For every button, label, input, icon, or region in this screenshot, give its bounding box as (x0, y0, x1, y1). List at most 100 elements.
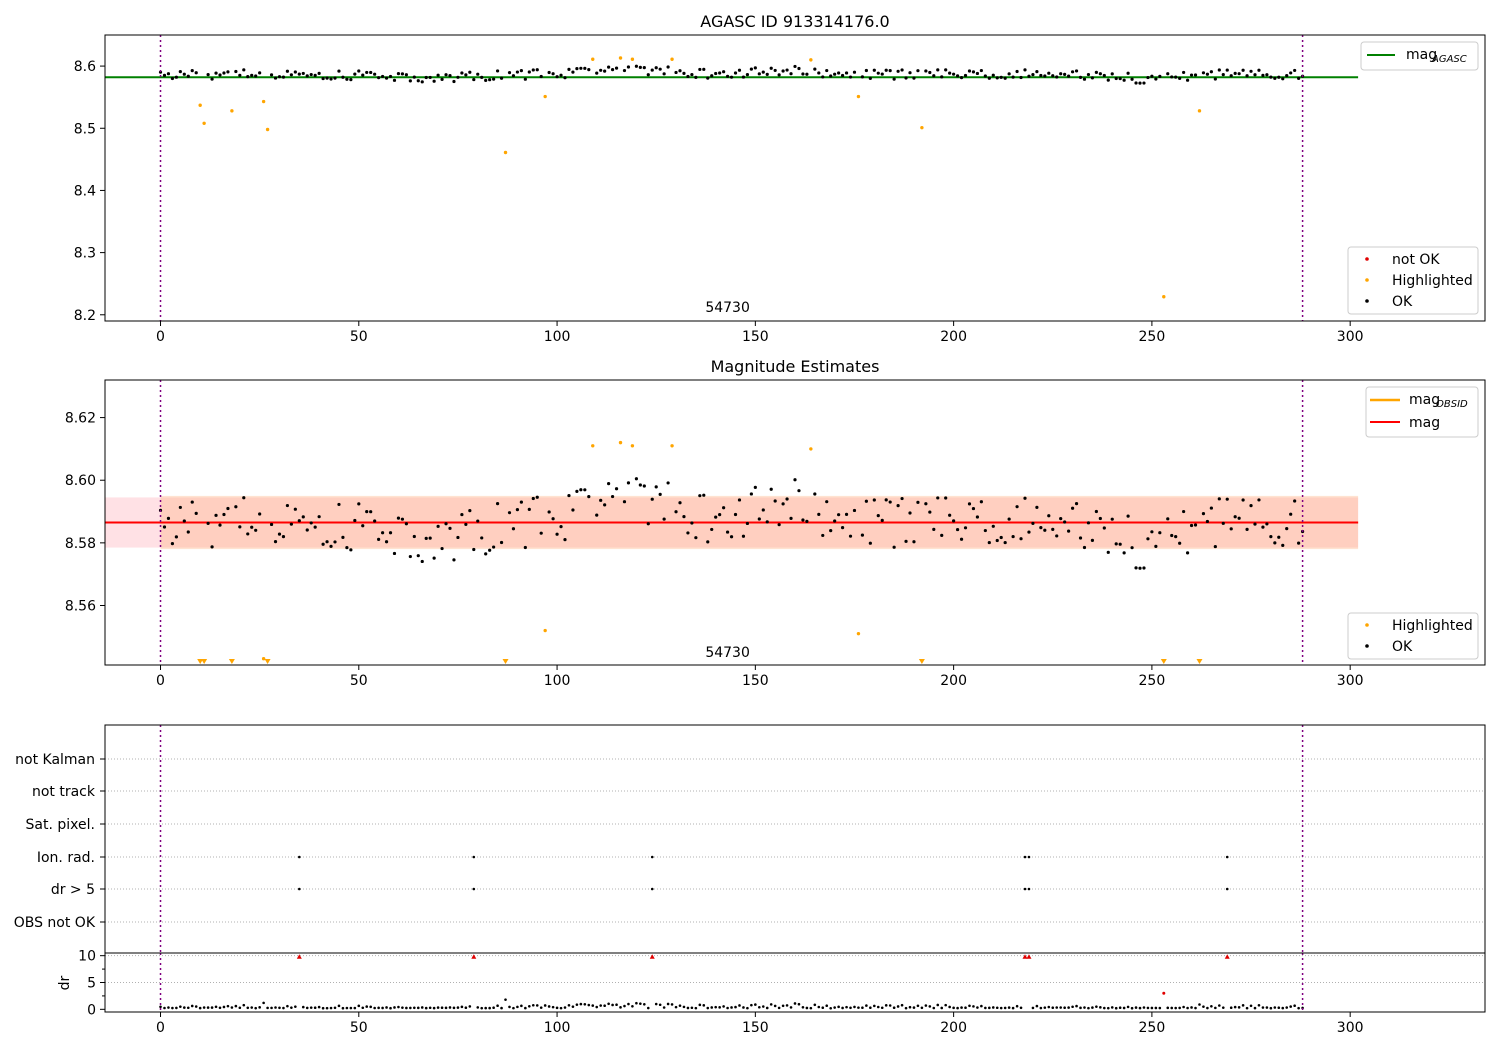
ok-point (908, 511, 912, 515)
ok-point (1146, 537, 1150, 541)
ok-point (686, 74, 690, 79)
ok-point (1047, 71, 1051, 75)
dr-point (183, 1006, 186, 1009)
dr-point (456, 1006, 460, 1009)
ok-point (226, 70, 230, 74)
ok-point (638, 65, 642, 70)
dr-point (690, 1006, 694, 1010)
dr-point (646, 1006, 650, 1010)
ok-point (392, 78, 397, 82)
flag-point (650, 887, 654, 891)
dr-point (706, 1006, 710, 1010)
ok-point (781, 69, 785, 73)
ok-point (1205, 519, 1210, 524)
ok-point (480, 536, 484, 540)
dr-point (1087, 1006, 1090, 1010)
dr-point (1249, 1004, 1253, 1008)
ok-point (813, 67, 817, 71)
dr-point (397, 1005, 400, 1009)
dr-point (1095, 1005, 1098, 1008)
ok-point (769, 487, 773, 491)
dr-point (539, 1006, 543, 1009)
dr-point (952, 1006, 955, 1010)
ok-point (1063, 520, 1067, 524)
dr-point (492, 1006, 495, 1010)
dr-point (702, 1004, 706, 1007)
dr-point (250, 1006, 254, 1009)
dr-point (531, 1003, 535, 1007)
dr-point (920, 1006, 924, 1010)
legend-label: OK (1392, 639, 1413, 655)
ok-point (166, 516, 171, 520)
ok-point (1102, 526, 1106, 530)
x-tick-label: 0 (156, 1020, 165, 1036)
ok-point (797, 66, 801, 71)
dr-highlighted-point (1162, 991, 1166, 995)
ok-point (242, 68, 246, 72)
ok-point (912, 540, 916, 544)
ok-point (1019, 537, 1023, 541)
ok-point (476, 519, 480, 523)
ok-point (337, 69, 341, 73)
dr-point (988, 1006, 991, 1010)
ok-point (428, 75, 432, 80)
ok-point (777, 73, 781, 77)
ok-point (321, 76, 325, 81)
ok-point (499, 540, 504, 545)
ok-point (1225, 68, 1229, 72)
ok-point (975, 515, 980, 519)
dr-point (928, 1005, 932, 1008)
ok-point (872, 498, 876, 502)
dr-point (984, 1006, 987, 1010)
ok-point (495, 69, 500, 73)
ok-point (1166, 72, 1170, 76)
flag-point (472, 855, 476, 859)
ok-point (404, 522, 408, 526)
ok-point (852, 70, 857, 74)
ok-point (317, 515, 321, 519)
dr-point (329, 1006, 333, 1010)
dr-point (520, 1004, 523, 1008)
ok-point (737, 498, 742, 502)
dr-point (746, 1006, 749, 1010)
dr-point (980, 1004, 983, 1008)
dr-point (722, 1005, 725, 1008)
ok-point (1209, 70, 1213, 74)
ok-point (250, 525, 254, 529)
ok-point (698, 494, 702, 498)
dr-point (1055, 1006, 1059, 1009)
ok-point (1074, 69, 1079, 73)
dr-point (424, 1006, 428, 1010)
ok-point (495, 502, 500, 506)
ok-point (301, 71, 305, 76)
dr-point (1190, 1006, 1193, 1009)
dr-point (420, 1006, 424, 1009)
ok-point (781, 502, 785, 506)
dr-capped-marker (1224, 954, 1230, 959)
highlighted-point (630, 444, 635, 448)
dr-point (543, 1004, 547, 1007)
ok-point (876, 514, 880, 518)
flags-panel: not Kalman not track Sat. pixel. Ion. rad. d… (14, 724, 1486, 953)
ok-point (535, 68, 539, 72)
ok-point (218, 73, 222, 77)
ok-point (1273, 541, 1277, 545)
ok-point (702, 493, 706, 497)
x-tick-label: 250 (1139, 673, 1166, 689)
ok-point (567, 493, 571, 498)
ok-point (852, 508, 857, 513)
ok-point (1011, 75, 1015, 79)
dr-point (754, 1003, 757, 1006)
dr-point (528, 1004, 531, 1008)
ok-point (1067, 529, 1071, 533)
ok-point (559, 73, 563, 77)
ok-point (690, 521, 694, 525)
ok-point (785, 497, 789, 501)
dr-point (658, 1003, 662, 1007)
dr-point (270, 1006, 273, 1010)
flag-point (1027, 887, 1031, 891)
ok-point (583, 66, 587, 70)
highlighted-point (265, 127, 270, 132)
ok-point (729, 75, 734, 79)
dr-point (500, 1006, 503, 1010)
